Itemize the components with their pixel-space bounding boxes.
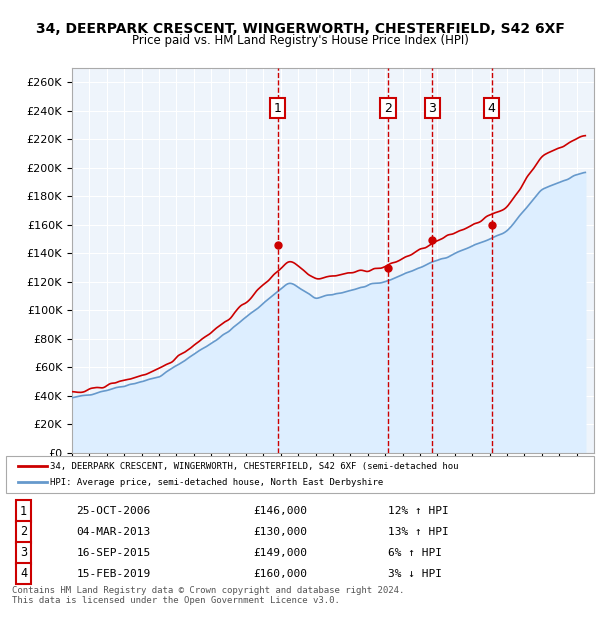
Text: £160,000: £160,000 [253, 569, 307, 579]
Text: 1: 1 [274, 102, 281, 115]
Text: 12% ↑ HPI: 12% ↑ HPI [388, 506, 449, 516]
Text: £149,000: £149,000 [253, 548, 307, 558]
Text: 6% ↑ HPI: 6% ↑ HPI [388, 548, 442, 558]
Text: 3% ↓ HPI: 3% ↓ HPI [388, 569, 442, 579]
Text: 1: 1 [20, 505, 27, 518]
Text: 04-MAR-2013: 04-MAR-2013 [77, 527, 151, 537]
Text: 4: 4 [20, 567, 27, 580]
Text: 34, DEERPARK CRESCENT, WINGERWORTH, CHESTERFIELD, S42 6XF (semi-detached hou: 34, DEERPARK CRESCENT, WINGERWORTH, CHES… [50, 462, 458, 471]
Text: 15-FEB-2019: 15-FEB-2019 [77, 569, 151, 579]
Text: 13% ↑ HPI: 13% ↑ HPI [388, 527, 449, 537]
Text: 4: 4 [488, 102, 496, 115]
Text: Price paid vs. HM Land Registry's House Price Index (HPI): Price paid vs. HM Land Registry's House … [131, 34, 469, 47]
FancyBboxPatch shape [6, 456, 594, 493]
Text: 3: 3 [20, 546, 27, 559]
Text: 34, DEERPARK CRESCENT, WINGERWORTH, CHESTERFIELD, S42 6XF: 34, DEERPARK CRESCENT, WINGERWORTH, CHES… [35, 22, 565, 36]
Text: 3: 3 [428, 102, 436, 115]
Text: £146,000: £146,000 [253, 506, 307, 516]
Text: £130,000: £130,000 [253, 527, 307, 537]
Text: Contains HM Land Registry data © Crown copyright and database right 2024.
This d: Contains HM Land Registry data © Crown c… [12, 586, 404, 605]
Text: 2: 2 [20, 526, 27, 539]
Text: HPI: Average price, semi-detached house, North East Derbyshire: HPI: Average price, semi-detached house,… [50, 478, 383, 487]
Text: 2: 2 [384, 102, 392, 115]
Text: 16-SEP-2015: 16-SEP-2015 [77, 548, 151, 558]
Text: 25-OCT-2006: 25-OCT-2006 [77, 506, 151, 516]
